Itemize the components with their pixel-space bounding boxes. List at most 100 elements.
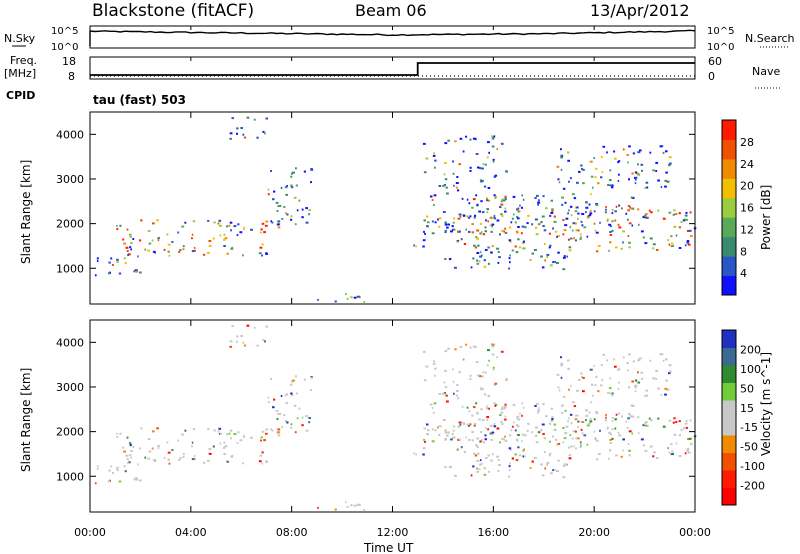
velocity-cell (498, 464, 501, 467)
velocity-cell (552, 469, 554, 472)
velocity-cell (116, 432, 118, 435)
power-cell (107, 272, 111, 275)
power-cell (261, 222, 265, 225)
power-cell (265, 117, 268, 120)
velocity-cell (505, 378, 508, 381)
power-cell (557, 234, 561, 237)
velocity-cell (494, 404, 497, 407)
power-cell (259, 246, 263, 249)
power-cell (462, 150, 465, 153)
velocity-cell (482, 441, 486, 444)
velocity-cell (484, 457, 488, 459)
velocity-cell (509, 462, 511, 465)
velocity-cell (643, 423, 647, 425)
velocity-cell (567, 446, 570, 449)
velocity-cell (568, 457, 572, 460)
power-cell (455, 186, 458, 189)
cpid-label: CPID (6, 89, 35, 102)
power-cell (465, 135, 468, 138)
velocity-cell (444, 431, 448, 434)
velocity-cell (144, 456, 147, 459)
velocity-cell (500, 408, 503, 411)
power-cell (472, 137, 476, 140)
power-cell (514, 221, 517, 224)
power-cell (574, 206, 577, 209)
power-cell (593, 157, 595, 159)
power-cell (687, 243, 691, 246)
velocity-cell (275, 409, 279, 412)
velocity-cell (480, 408, 483, 411)
power-cell (462, 214, 466, 217)
velocity-cell (178, 459, 181, 461)
power-cell (615, 246, 618, 249)
power-cell (476, 229, 480, 232)
colorbar-segment (722, 139, 736, 160)
power-cell (586, 235, 589, 238)
velocity-cell (147, 438, 151, 440)
power-cell (580, 236, 582, 239)
power-cell (494, 196, 497, 199)
power-cell (152, 222, 155, 225)
velocity-cell (505, 405, 507, 408)
power-cell (521, 194, 524, 197)
power-cell (272, 198, 275, 201)
power-cell (129, 234, 132, 237)
velocity-cell (492, 344, 495, 347)
velocity-cell (655, 369, 659, 372)
power-cell (124, 262, 127, 265)
velocity-cell (496, 455, 499, 458)
velocity-cell (116, 436, 119, 438)
velocity-cell (589, 418, 592, 421)
power-cell (116, 228, 119, 230)
power-cell (453, 266, 457, 269)
velocity-cell (303, 378, 306, 381)
velocity-cell (637, 416, 640, 419)
velocity-cell (467, 424, 471, 427)
velocity-cell (668, 419, 672, 422)
velocity-cell (550, 407, 553, 410)
power-cell (572, 222, 575, 225)
velocity-cell (290, 423, 293, 426)
velocity-cell (649, 445, 653, 448)
power-cell (467, 216, 471, 219)
freq-tick-top: 18 (62, 55, 76, 68)
velocity-cell (425, 365, 429, 368)
power-cell (560, 156, 563, 159)
power-cell (212, 237, 215, 240)
velocity-cell (678, 455, 682, 457)
velocity-cell (541, 423, 545, 426)
velocity-cell (566, 463, 568, 466)
colorbar-segment (722, 452, 736, 471)
power-cell (479, 251, 482, 254)
velocity-colorbar-label: Velocity [m s^-1] (759, 352, 773, 456)
velocity-cell (521, 433, 525, 436)
velocity-cell (550, 419, 554, 422)
velocity-cell (301, 416, 304, 419)
velocity-cell (444, 386, 448, 389)
velocity-cell (537, 431, 540, 434)
power-cell (296, 209, 299, 212)
velocity-cell (491, 433, 493, 436)
power-cell (491, 225, 493, 228)
velocity-cell (622, 438, 625, 441)
freq-unit-label: [MHz] (4, 67, 36, 80)
power-cell (541, 266, 545, 269)
power-cell (223, 233, 226, 236)
power-cell (497, 261, 500, 264)
velocity-cell (431, 428, 434, 431)
velocity-cell (524, 434, 527, 437)
power-cell (604, 211, 607, 214)
power-cell (529, 259, 532, 262)
power-cell (593, 210, 596, 213)
power-colorbar-label: Power [dB] (759, 185, 773, 250)
velocity-cell (682, 427, 686, 430)
velocity-cell (646, 424, 649, 427)
velocity-cell (472, 465, 475, 468)
power-cell (649, 237, 653, 240)
velocity-cell (127, 461, 131, 464)
power-cell (139, 239, 142, 242)
power-cell (473, 244, 476, 247)
power-cell (231, 246, 234, 249)
velocity-cell (570, 422, 573, 425)
